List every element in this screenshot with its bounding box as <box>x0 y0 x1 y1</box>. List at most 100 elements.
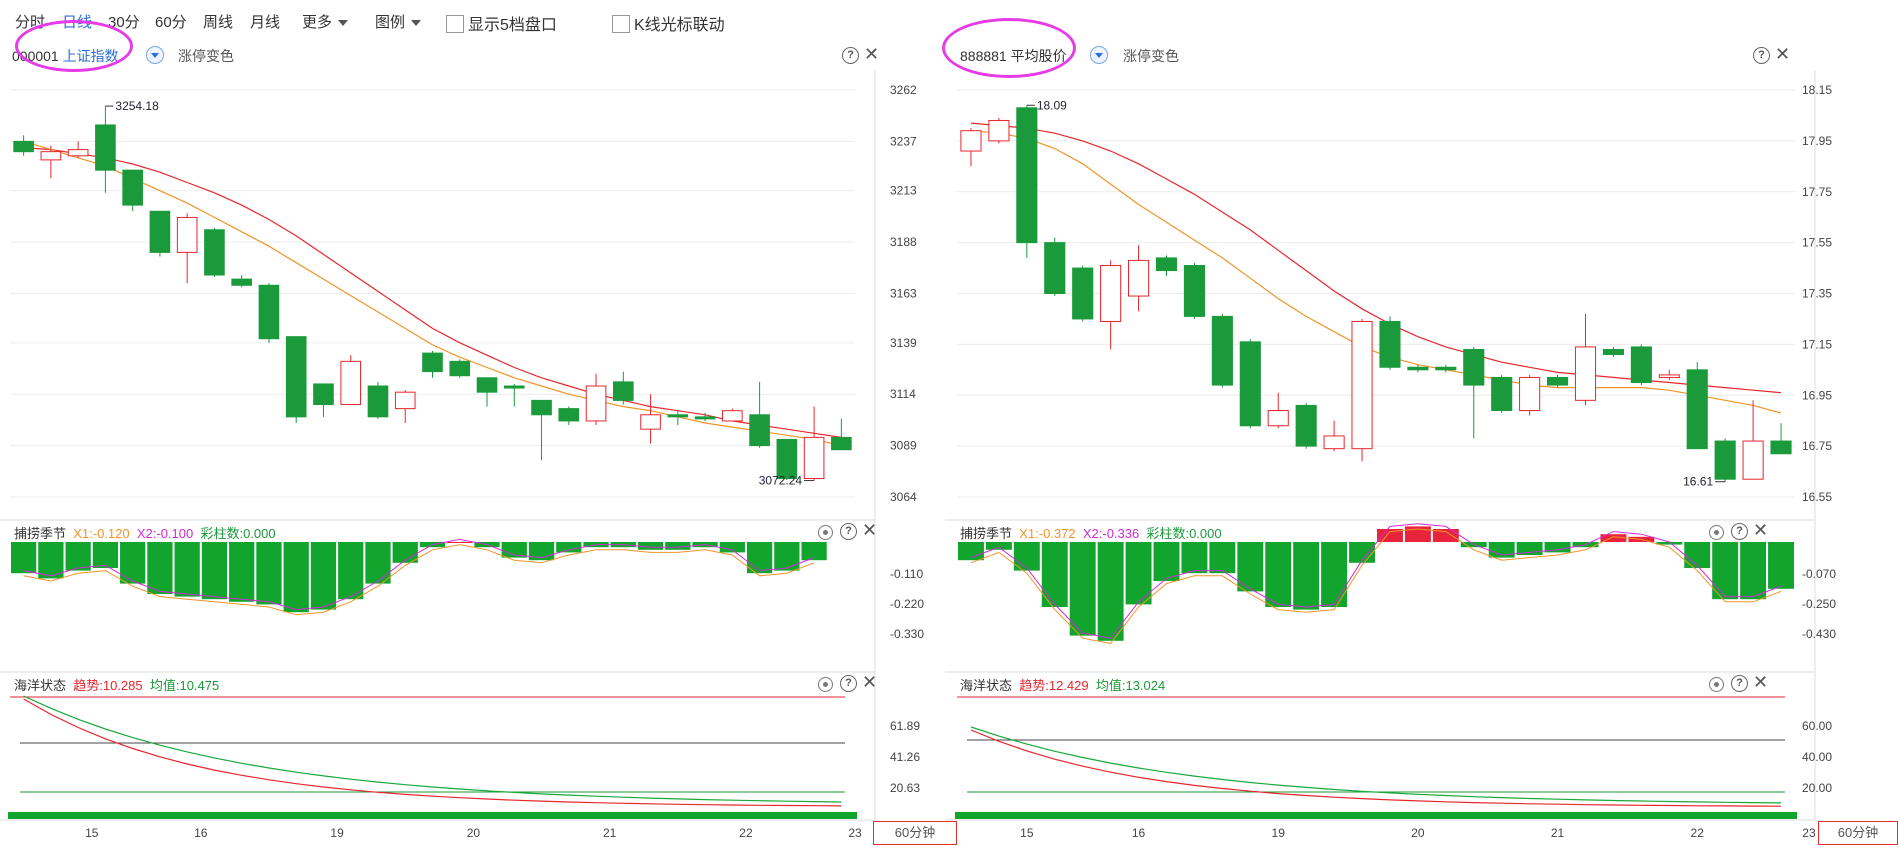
help-icon[interactable]: ? <box>1731 523 1748 540</box>
candle <box>558 408 580 422</box>
x-axis-label: 19 <box>330 826 344 840</box>
x-axis-label: 21 <box>603 826 617 840</box>
right-chart-panel: 888881 平均股价 涨停变色 ? ✕ 18.15 17.95 17.75 17.5… <box>942 18 1899 848</box>
left-chart-panel: 000001 上证指数 涨停变色 ? ✕ 3262 3237 3213 3188 316… <box>0 20 957 848</box>
x-axis-label: 23 <box>848 826 862 840</box>
tab-60min[interactable]: 60分 <box>155 14 187 31</box>
close-icon[interactable]: ✕ <box>862 520 878 540</box>
dropdown-icon[interactable] <box>1090 46 1108 64</box>
ocean-trend-line <box>970 729 1782 807</box>
help-icon[interactable]: ? <box>1753 47 1770 64</box>
high-label: 3254.18 <box>115 99 159 113</box>
tab-monthly[interactable]: 月线 <box>250 14 281 31</box>
y-axis-label: 3089 <box>890 439 917 453</box>
candle <box>1267 410 1289 427</box>
candle <box>1128 259 1150 297</box>
close-icon[interactable]: ✕ <box>864 44 880 64</box>
osc-bar <box>392 542 418 563</box>
tab-weekly[interactable]: 周线 <box>203 14 234 31</box>
osc-legend: 捕捞季节 X1:-0.120 X2:-0.100 彩柱数:0.000 <box>14 523 276 542</box>
right-chart-svg: 18.15 17.95 17.75 17.55 17.35 17.15 16.95 16.75… <box>945 70 1836 840</box>
candle <box>1155 257 1178 272</box>
osc-bar <box>310 542 337 610</box>
candle <box>1183 265 1205 317</box>
limit-color-toggle[interactable]: 涨停变色 <box>178 48 234 64</box>
candle <box>1351 320 1373 450</box>
candle <box>1658 374 1680 378</box>
candle <box>640 414 661 430</box>
y-axis-label: 3237 <box>890 134 917 148</box>
candle <box>1016 107 1038 244</box>
osc-x2: X2:-0.336 <box>1082 526 1140 541</box>
candle <box>612 381 634 401</box>
candle <box>1379 320 1401 368</box>
close-icon[interactable]: ✕ <box>1775 44 1791 64</box>
period-selector[interactable]: 60分钟 <box>1818 821 1898 845</box>
help-icon[interactable]: ? <box>1731 675 1748 692</box>
osc-bar <box>229 542 255 602</box>
osc-bar <box>1544 542 1571 553</box>
dropdown-icon[interactable] <box>146 46 164 64</box>
y-axis-label: 3139 <box>890 336 917 350</box>
y-axis-label: 17.35 <box>1802 287 1832 301</box>
ocean-axis-label: 41.26 <box>890 750 920 764</box>
close-icon[interactable]: ✕ <box>1753 520 1769 540</box>
show-depth-checkbox[interactable]: 显示5档盘口 <box>446 11 557 35</box>
osc-bar <box>665 542 691 550</box>
candle <box>722 410 743 422</box>
osc-legend: 捕捞季节 X1:-0.372 X2:-0.336 彩柱数:0.000 <box>960 523 1222 542</box>
osc-bar <box>501 542 527 558</box>
candle <box>1714 440 1736 480</box>
close-icon[interactable]: ✕ <box>1753 672 1769 692</box>
osc-bar <box>1712 542 1739 600</box>
osc-axis-label: -0.330 <box>890 627 924 641</box>
candle <box>1574 346 1597 401</box>
osc-axis-label: -0.430 <box>1802 627 1836 641</box>
osc-bar <box>174 542 200 597</box>
osc-bar <box>1684 542 1711 568</box>
settings-icon[interactable] <box>818 677 833 692</box>
candle <box>1044 242 1066 294</box>
osc-bar <box>1153 542 1180 581</box>
osc-bar <box>1209 542 1236 574</box>
highlight-ellipse <box>15 20 133 72</box>
settings-icon[interactable] <box>1709 525 1724 540</box>
help-icon[interactable]: ? <box>840 675 857 692</box>
cursor-link-checkbox[interactable]: K线光标联动 <box>612 11 725 35</box>
settings-icon[interactable] <box>818 525 833 540</box>
help-icon[interactable]: ? <box>840 523 857 540</box>
candle <box>394 391 416 410</box>
osc-bars: 彩柱数:0.000 <box>200 526 276 541</box>
candle <box>40 151 62 161</box>
ocean-axis-label: 60.00 <box>1802 719 1832 733</box>
ocean-axis-label: 40.00 <box>1802 750 1832 764</box>
osc-title: 捕捞季节 <box>960 526 1013 541</box>
settings-icon[interactable] <box>1709 677 1724 692</box>
osc-bar <box>1125 542 1152 605</box>
checkbox-icon <box>446 15 464 33</box>
y-axis-label: 18.15 <box>1802 83 1832 97</box>
candle <box>667 414 689 418</box>
help-icon[interactable]: ? <box>842 47 859 64</box>
candle <box>1072 267 1094 320</box>
period-selector[interactable]: 60分钟 <box>873 821 957 845</box>
close-icon[interactable]: ✕ <box>862 672 878 692</box>
limit-color-toggle[interactable]: 涨停变色 <box>1123 48 1179 64</box>
x-axis-label: 15 <box>1020 826 1034 840</box>
more-dropdown[interactable]: 更多 <box>302 11 349 32</box>
candle <box>960 130 982 152</box>
osc-bar <box>283 542 309 613</box>
ocean-axis-label: 20.63 <box>890 781 920 795</box>
y-axis-label: 3114 <box>890 387 916 401</box>
y-axis-label: 3188 <box>890 235 917 249</box>
osc-bar <box>801 542 827 561</box>
osc-bar <box>1069 542 1096 636</box>
candle <box>831 436 852 451</box>
y-axis-label: 3064 <box>890 490 917 504</box>
legend-dropdown[interactable]: 图例 <box>375 11 422 32</box>
osc-bar <box>11 542 37 574</box>
x-axis-label: 19 <box>1272 826 1286 840</box>
ocean-base-bar <box>955 812 1797 819</box>
candle <box>1463 348 1485 386</box>
candle <box>1100 265 1122 322</box>
